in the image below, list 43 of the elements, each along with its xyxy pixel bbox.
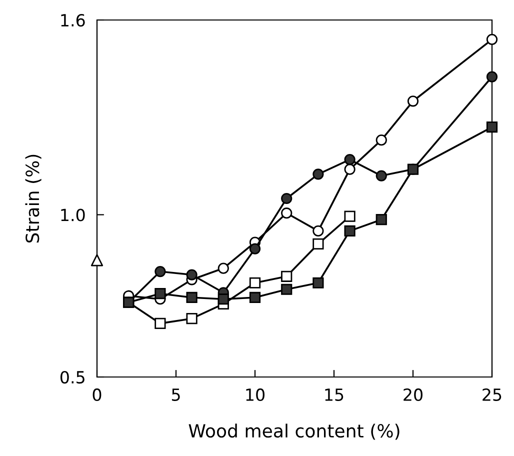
point: [154, 318, 166, 330]
point: [312, 277, 324, 288]
point: [154, 266, 166, 278]
point: [281, 284, 292, 295]
point: [486, 122, 498, 133]
point: [186, 313, 198, 324]
point: [344, 154, 356, 166]
y-axis-title: Strain (%): [25, 154, 42, 243]
point: [312, 238, 324, 250]
x-axis-title: Wood meal content (%): [188, 424, 400, 440]
point: [249, 277, 261, 288]
point: [186, 269, 198, 280]
point: [312, 225, 324, 237]
point: [486, 34, 498, 46]
point: [90, 254, 104, 266]
x-tick-label: 10: [246, 388, 264, 402]
point: [344, 210, 356, 222]
point: [281, 270, 292, 282]
point: [249, 243, 261, 254]
point: [249, 292, 261, 304]
point: [376, 214, 387, 226]
point: [376, 170, 387, 182]
y-tick-label: 0.5: [60, 370, 84, 384]
point: [281, 192, 292, 204]
point: [486, 71, 498, 82]
x-tick-label: 5: [172, 388, 180, 402]
x-tick-label: 20: [404, 388, 422, 402]
point: [407, 96, 419, 107]
point: [218, 294, 229, 305]
point: [281, 208, 292, 219]
point: [312, 168, 324, 180]
point: [344, 225, 356, 237]
y-tick-label: 1.0: [61, 208, 85, 222]
point: [218, 262, 229, 274]
x-tick-label: 15: [325, 388, 344, 402]
point: [376, 134, 387, 146]
point: [344, 164, 356, 175]
point: [407, 164, 419, 175]
point: [186, 292, 198, 304]
point: [154, 288, 166, 300]
x-tick-label: 0: [92, 388, 102, 402]
y-tick-label: 1.6: [61, 14, 85, 27]
x-tick-label: 25: [482, 388, 502, 402]
